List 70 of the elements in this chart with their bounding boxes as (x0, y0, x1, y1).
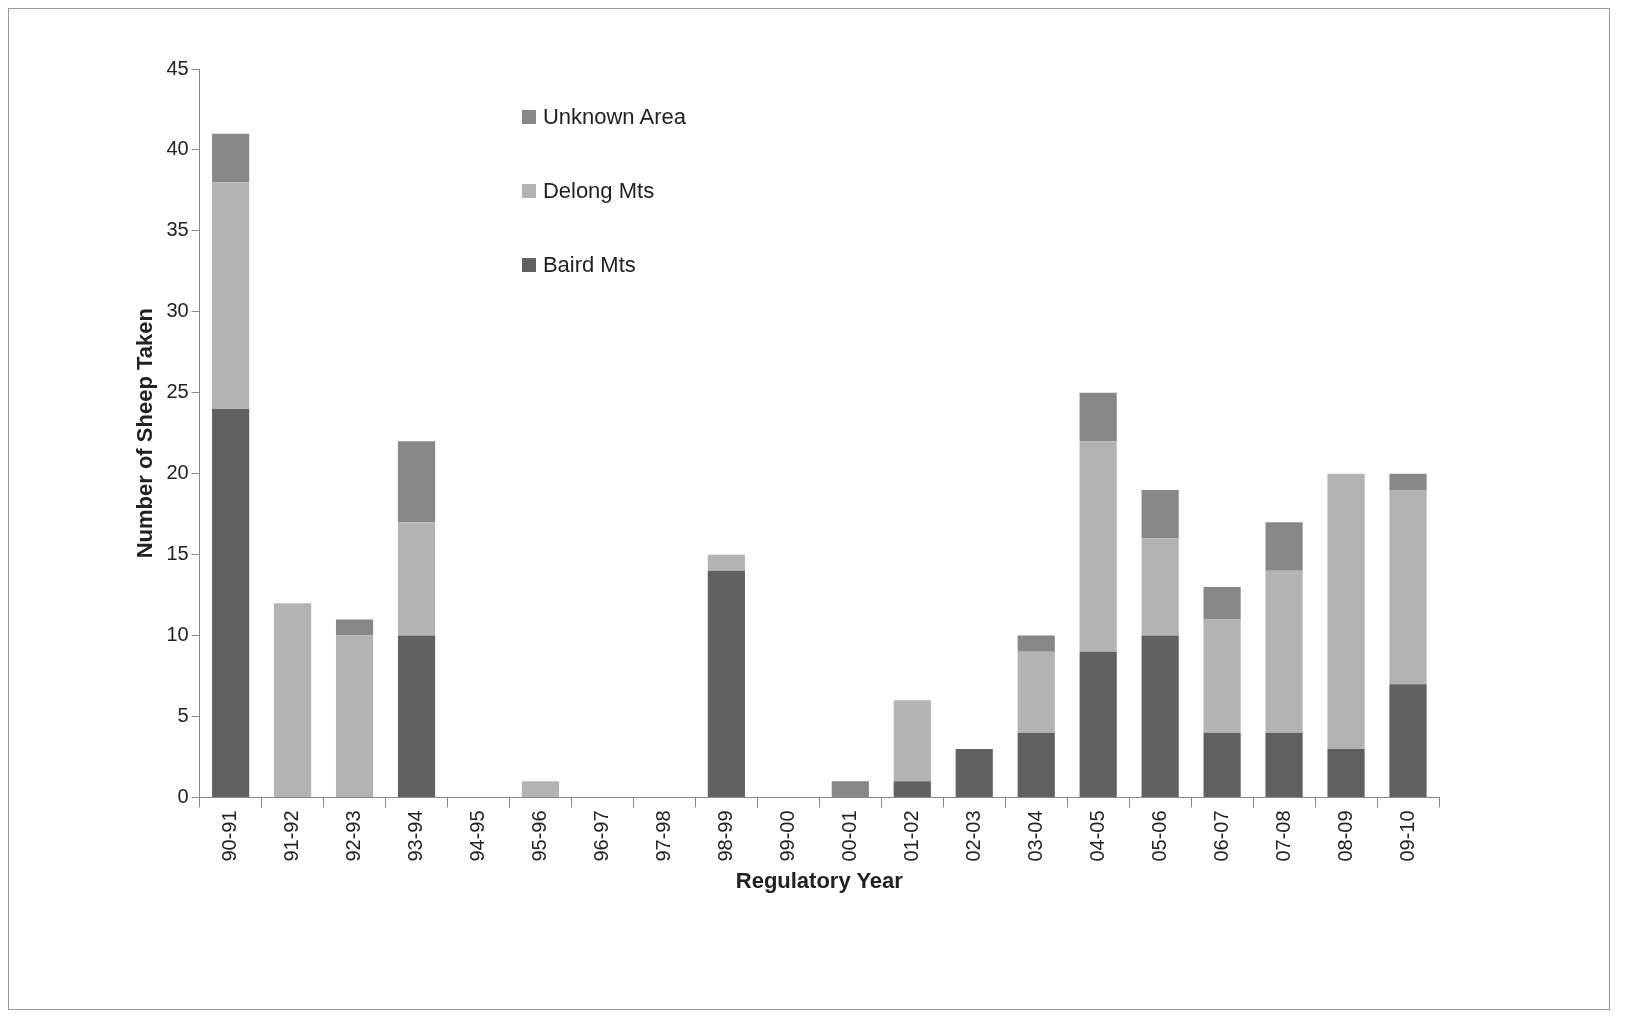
x-axis-title: Regulatory Year (735, 867, 904, 893)
bar (397, 522, 436, 636)
legend-label: Baird Mts (542, 252, 636, 278)
y-tick-label: 25 (166, 380, 189, 403)
bar (397, 441, 436, 523)
y-tick-label: 20 (166, 461, 189, 484)
y-axis-title: Number of Sheep Taken (132, 308, 158, 559)
bar (955, 748, 993, 797)
x-tick-label: 91-92 (280, 810, 303, 862)
y-tick-label: 45 (166, 56, 189, 79)
bar (1389, 489, 1427, 685)
legend-label: Delong Mts (542, 178, 655, 204)
bar (1017, 651, 1055, 733)
bar (397, 635, 436, 797)
bar (521, 781, 560, 797)
y-tick-label: 30 (166, 299, 189, 322)
bar (1327, 473, 1365, 749)
x-tick-label: 92-93 (342, 810, 365, 862)
bar (1389, 473, 1427, 490)
x-tick-label: 97-98 (651, 810, 674, 862)
y-tick-label: 0 (177, 784, 189, 807)
bar (1079, 441, 1117, 652)
y-tick-label: 10 (166, 623, 189, 646)
bar (1017, 732, 1055, 797)
y-tick-label: 35 (166, 218, 189, 241)
bar (707, 570, 745, 797)
x-tick-label: 94-95 (466, 810, 489, 862)
x-tick-label: 06-07 (1209, 810, 1232, 862)
bar (1265, 522, 1303, 571)
bar (1389, 684, 1427, 797)
bar (1141, 489, 1179, 539)
bar (1203, 732, 1241, 797)
x-tick-label: 00-01 (837, 810, 860, 862)
x-tick-label: 99-00 (775, 810, 798, 862)
x-tick-label: 93-94 (404, 810, 427, 862)
bar (1327, 748, 1365, 797)
bar (1079, 392, 1117, 442)
x-tick-label: 05-06 (1147, 810, 1170, 862)
x-tick-label: 09-10 (1395, 810, 1418, 862)
y-tick-label: 40 (166, 137, 189, 160)
bar (1203, 587, 1241, 620)
bar (1265, 732, 1303, 797)
x-tick-label: 90-91 (218, 810, 241, 862)
bar (335, 635, 374, 797)
bar (335, 619, 374, 636)
x-tick-label: 07-08 (1271, 810, 1294, 862)
bar (1141, 538, 1179, 636)
bar (1265, 570, 1303, 733)
bar (212, 133, 250, 183)
bar (893, 700, 931, 782)
bar (1079, 651, 1117, 797)
bar (707, 554, 745, 571)
x-tick-label: 08-09 (1333, 810, 1356, 862)
x-tick-label: 98-99 (713, 810, 736, 862)
bar (1017, 635, 1055, 652)
x-tick-label: 96-97 (589, 810, 612, 862)
y-tick-label: 5 (177, 704, 189, 727)
bar (212, 182, 250, 409)
bar (212, 408, 250, 797)
x-tick-label: 02-03 (961, 810, 984, 862)
x-tick-label: 03-04 (1023, 810, 1046, 862)
x-tick-label: 95-96 (527, 810, 550, 862)
y-tick-label: 15 (166, 542, 189, 565)
bar (1141, 635, 1179, 797)
legend-label: Unknown Area (542, 104, 686, 130)
bar (1203, 619, 1241, 733)
x-tick-label: 04-05 (1085, 810, 1108, 862)
bar (893, 781, 931, 797)
x-tick-label: 01-02 (899, 810, 922, 862)
bar (274, 603, 312, 797)
